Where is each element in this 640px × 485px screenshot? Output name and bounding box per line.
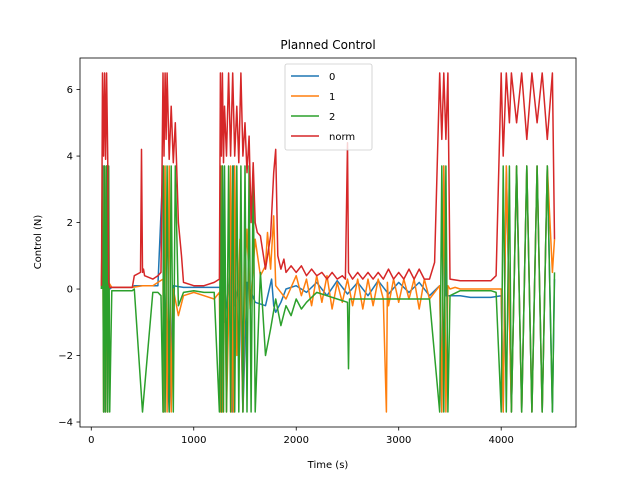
- legend-box: [284, 63, 373, 151]
- y-tick-label: 4: [67, 152, 73, 163]
- legend-label: 0: [329, 72, 335, 83]
- series-layer: [100, 72, 556, 413]
- legend-label: norm: [329, 132, 355, 143]
- y-tick-label: 2: [67, 218, 73, 229]
- y-tick-label: −4: [58, 418, 73, 429]
- chart-title: Planned Control: [280, 38, 375, 52]
- series-line-3: [100, 72, 556, 289]
- x-tick-label: 0: [88, 435, 94, 446]
- x-axis: 0 1000 2000 3000 4000: [88, 427, 514, 446]
- y-tick-label: 0: [67, 285, 73, 296]
- legend-label: 1: [329, 92, 335, 103]
- y-tick-label: 6: [67, 85, 73, 96]
- legend: 0 1 2 norm: [284, 63, 373, 151]
- series-line-2: [100, 165, 556, 413]
- y-axis-label: Control (N): [33, 215, 44, 270]
- x-tick-label: 3000: [386, 435, 411, 446]
- legend-label: 2: [329, 112, 335, 123]
- plot-frame: [79, 57, 577, 428]
- x-axis-label: Time (s): [307, 460, 349, 471]
- x-tick-label: 4000: [488, 435, 513, 446]
- y-axis: −4 −2 0 2 4 6: [58, 85, 80, 429]
- x-tick-label: 1000: [181, 435, 206, 446]
- x-tick-label: 2000: [284, 435, 309, 446]
- y-tick-label: −2: [58, 351, 73, 362]
